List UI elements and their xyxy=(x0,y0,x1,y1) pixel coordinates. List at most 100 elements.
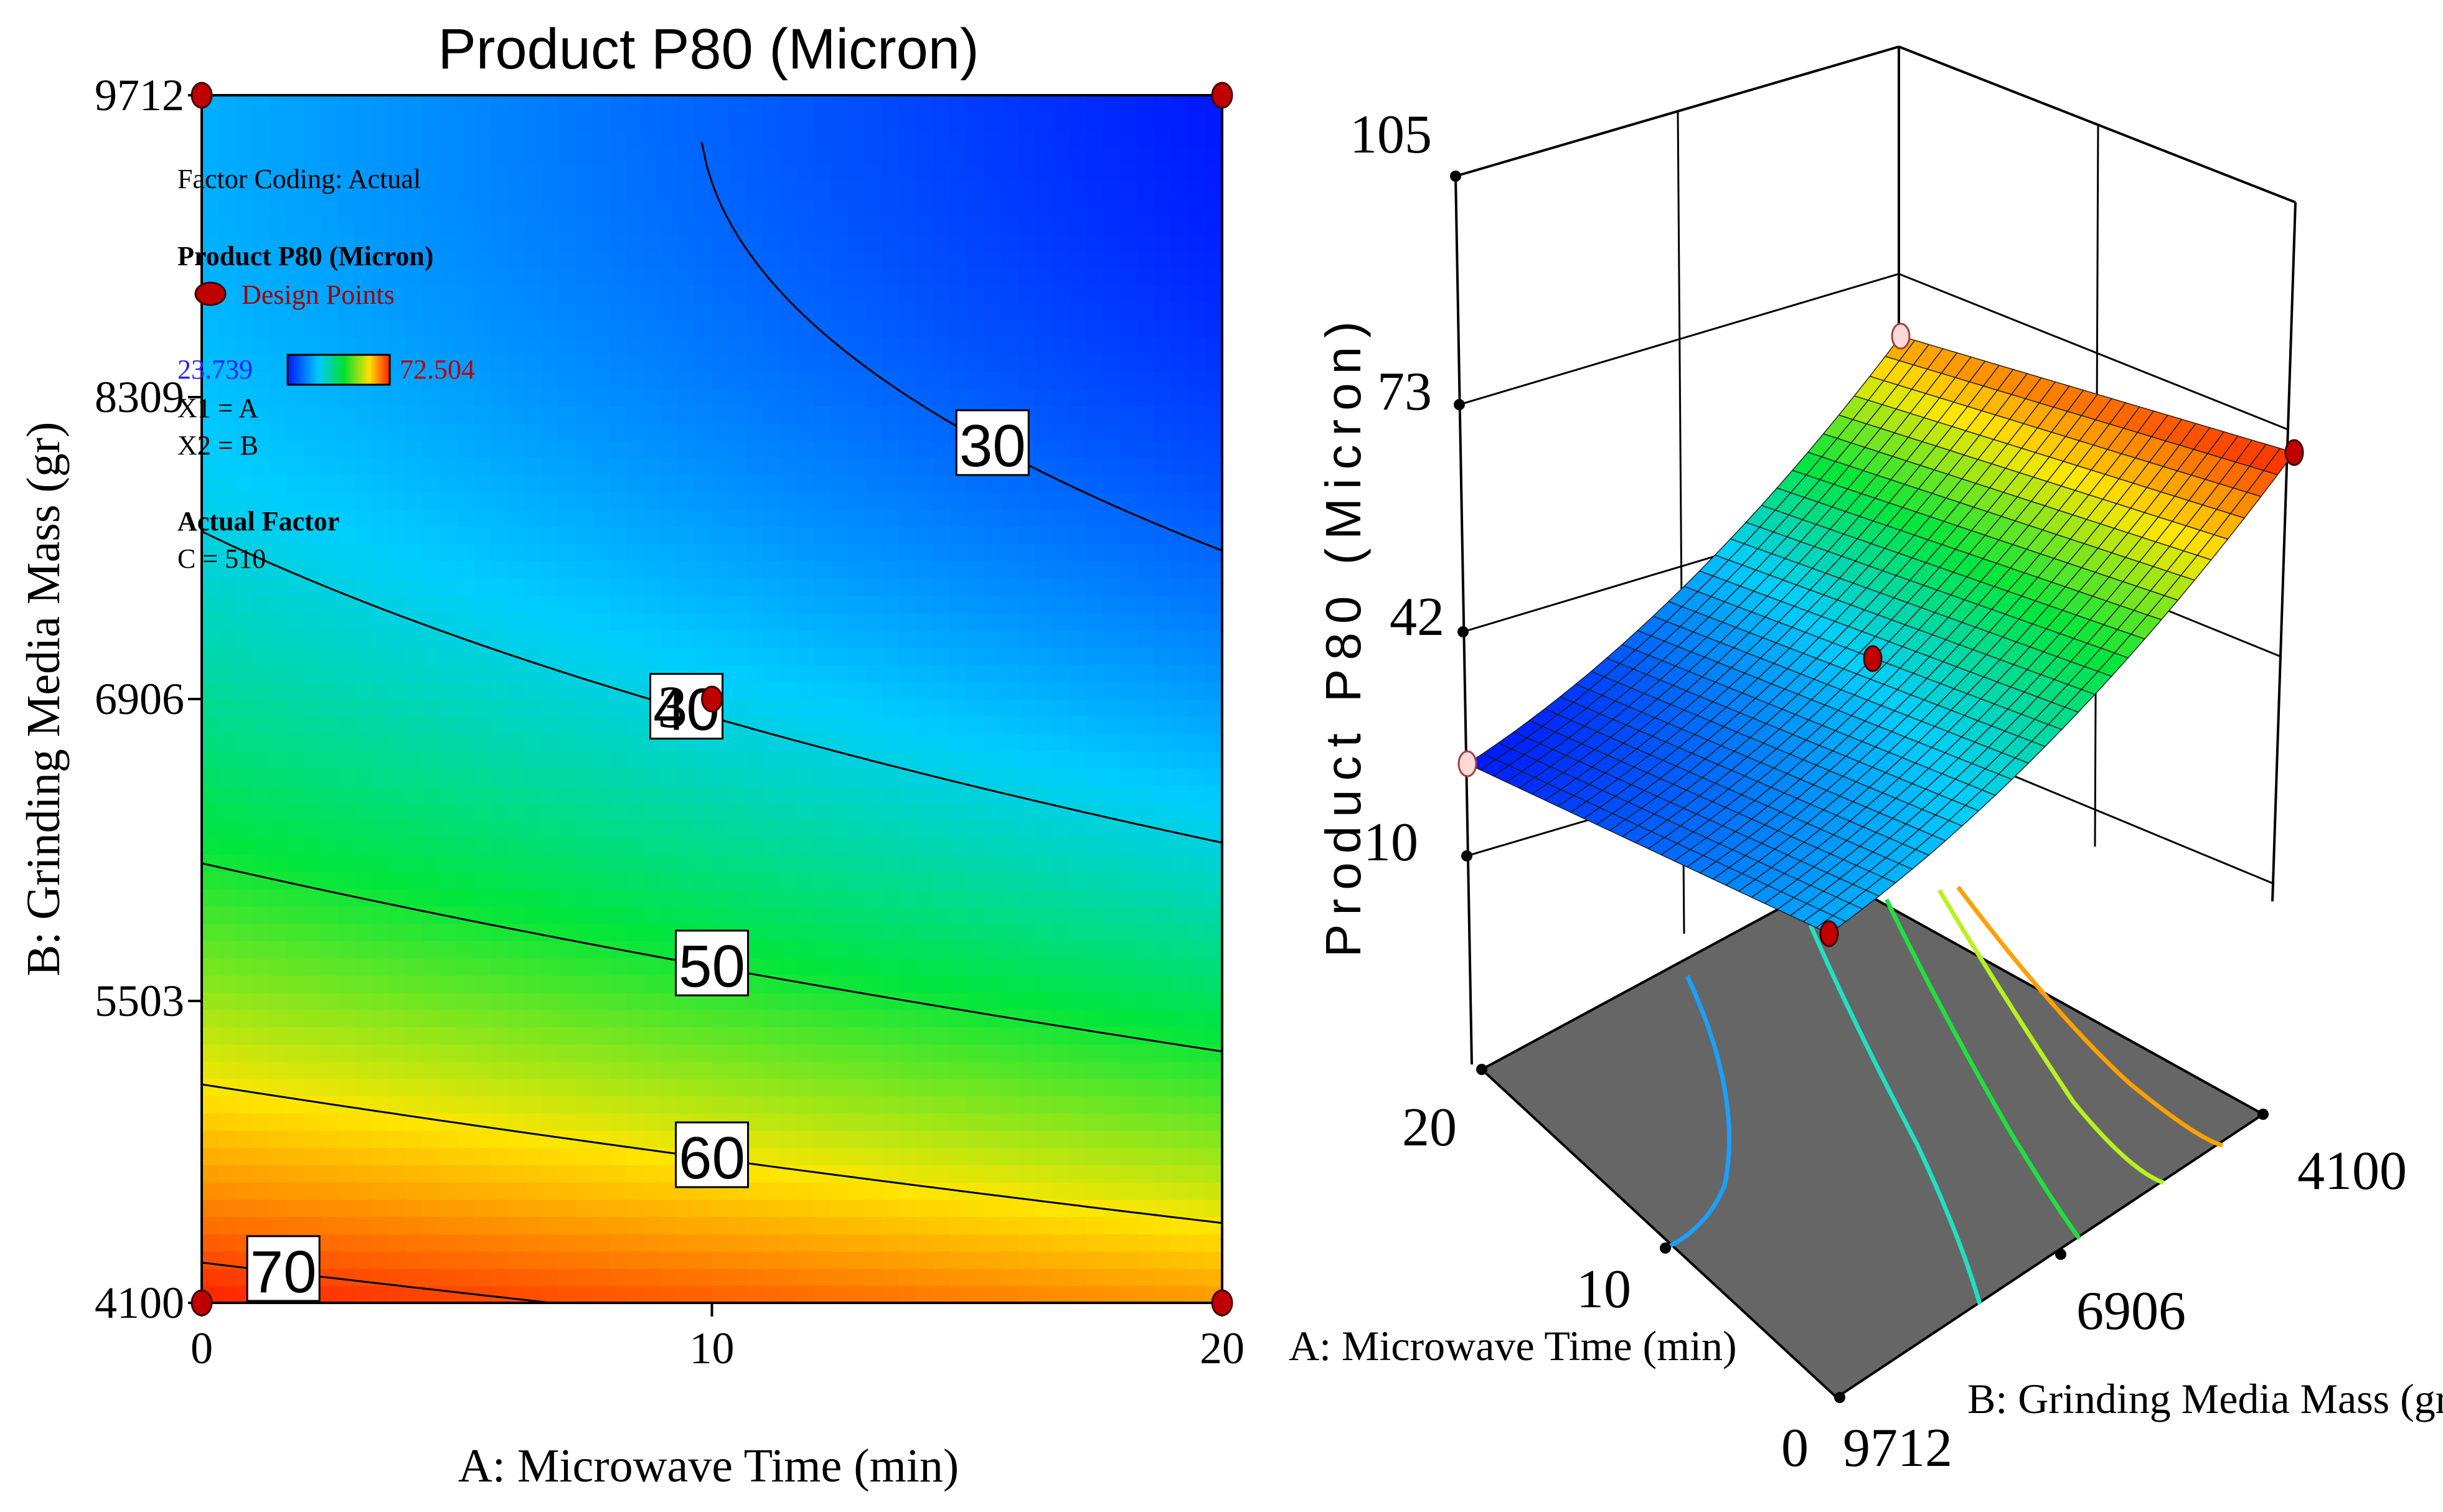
heat-cell xyxy=(763,233,781,251)
heat-cell xyxy=(525,112,543,131)
heat-cell xyxy=(1103,509,1121,527)
heat-cell xyxy=(831,854,849,872)
heat-cell xyxy=(763,216,781,234)
heat-cell xyxy=(882,1182,900,1200)
heat-cell xyxy=(1000,509,1019,527)
heat-cell xyxy=(644,957,662,976)
heat-cell xyxy=(576,595,594,614)
heat-cell xyxy=(661,578,679,596)
heat-cell xyxy=(354,458,372,476)
heat-cell xyxy=(1000,716,1019,735)
heat-cell xyxy=(456,613,474,631)
heat-cell xyxy=(576,95,594,113)
heat-cell xyxy=(219,423,237,441)
heat-cell xyxy=(967,129,985,148)
heat-cell xyxy=(354,561,372,579)
heat-cell xyxy=(984,561,1002,579)
heat-cell xyxy=(1120,1061,1138,1079)
heat-cell xyxy=(1171,733,1189,751)
heat-cell xyxy=(882,785,900,804)
heat-cell xyxy=(1018,1199,1036,1218)
heat-cell xyxy=(1205,1078,1222,1097)
heat-cell xyxy=(610,1078,628,1097)
heat-cell xyxy=(1052,595,1070,614)
heat-cell xyxy=(763,95,781,113)
heat-cell xyxy=(848,733,866,751)
heat-cell xyxy=(525,975,543,993)
heat-cell xyxy=(388,492,407,510)
heat-cell xyxy=(1120,941,1138,959)
heat-cell xyxy=(1035,664,1053,683)
heat-cell xyxy=(848,492,866,510)
heat-cell xyxy=(695,768,713,786)
heat-cell xyxy=(797,181,815,200)
heat-cell xyxy=(933,682,951,700)
heat-cell xyxy=(1205,785,1222,804)
heat-cell xyxy=(1120,112,1138,131)
heat-cell xyxy=(474,354,492,372)
heat-cell xyxy=(661,1251,679,1269)
heat-cell xyxy=(1086,871,1104,890)
heat-cell xyxy=(576,543,594,562)
heat-cell xyxy=(1205,733,1222,751)
heat-cell xyxy=(1120,526,1138,545)
heat-cell xyxy=(899,268,917,286)
heat-cell xyxy=(746,302,764,321)
heat-cell xyxy=(235,199,253,217)
heat-cell xyxy=(677,837,695,855)
heat-cell xyxy=(712,785,730,804)
heat-cell xyxy=(695,837,713,855)
heat-cell xyxy=(270,302,288,321)
heat-cell xyxy=(593,474,611,493)
heat-cell xyxy=(1069,440,1087,458)
heat-cell xyxy=(337,630,355,648)
heat-cell xyxy=(474,975,492,993)
heat-cell xyxy=(882,613,900,631)
heat-cell xyxy=(372,871,390,890)
heat-cell xyxy=(593,1285,611,1303)
heat-cell xyxy=(610,751,628,769)
heat-cell xyxy=(677,112,695,131)
heat-cell xyxy=(388,129,407,148)
heat-cell xyxy=(644,1009,662,1028)
heat-cell xyxy=(542,613,560,631)
heat-cell xyxy=(270,699,288,717)
heat-cell xyxy=(1069,405,1087,424)
heat-cell xyxy=(423,1096,441,1114)
heat-cell xyxy=(984,1216,1002,1234)
heat-cell xyxy=(1188,733,1206,751)
heat-cell xyxy=(321,768,339,786)
heat-cell xyxy=(235,95,253,113)
heat-cell xyxy=(321,440,339,458)
heat-cell xyxy=(405,802,423,820)
heat-cell xyxy=(848,578,866,596)
heat-cell xyxy=(865,129,883,148)
heat-cell xyxy=(576,199,594,217)
heat-cell xyxy=(423,1078,441,1097)
heat-cell xyxy=(1000,578,1019,596)
heat-cell xyxy=(252,371,270,389)
heat-cell xyxy=(558,699,577,717)
heat-cell xyxy=(746,129,764,148)
heat-cell xyxy=(405,854,423,872)
heat-cell xyxy=(456,992,474,1010)
heat-cell xyxy=(456,1234,474,1252)
heat-cell xyxy=(1154,785,1172,804)
heat-cell xyxy=(1120,1078,1138,1097)
heat-cell xyxy=(474,837,492,855)
heat-cell xyxy=(456,284,474,303)
heat-cell xyxy=(423,1130,441,1148)
heat-cell xyxy=(388,1182,407,1200)
heat-cell xyxy=(1018,95,1036,113)
heat-cell xyxy=(388,1165,407,1183)
heat-cell xyxy=(354,751,372,769)
heat-cell xyxy=(1086,164,1104,182)
heat-cell xyxy=(1035,199,1053,217)
heat-cell xyxy=(593,854,611,872)
heat-cell xyxy=(576,802,594,820)
heat-cell xyxy=(1018,923,1036,941)
heat-cell xyxy=(202,837,220,855)
heat-cell xyxy=(542,337,560,355)
heat-cell xyxy=(1171,1182,1189,1200)
heat-cell xyxy=(1035,561,1053,579)
